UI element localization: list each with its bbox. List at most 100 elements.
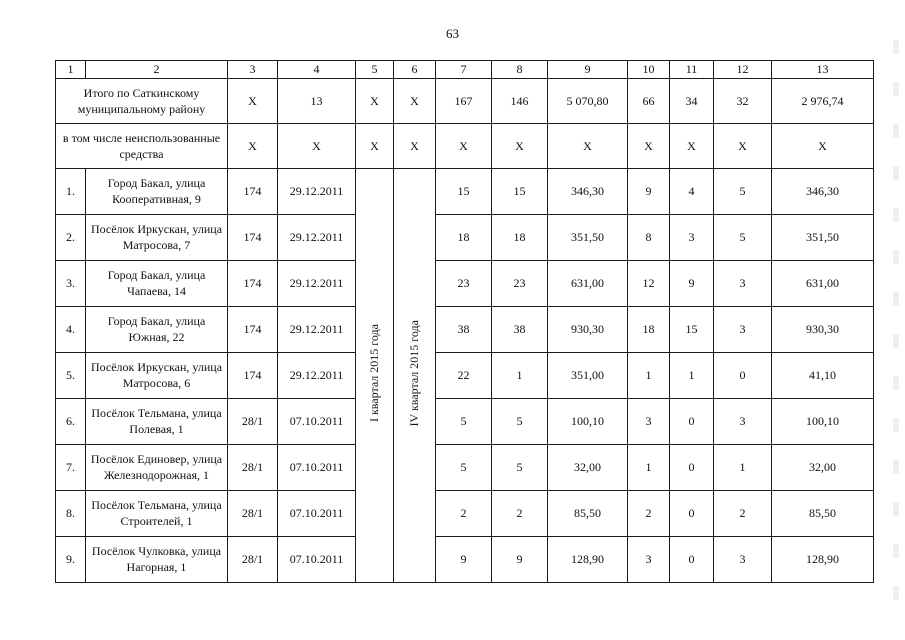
col9-cell: 351,50 bbox=[547, 214, 628, 261]
col12-cell: 3 bbox=[713, 260, 772, 307]
col7-cell: 5 bbox=[435, 398, 492, 445]
col7-cell: 9 bbox=[435, 536, 492, 583]
column-number: 12 bbox=[713, 60, 772, 79]
col8-cell: 15 bbox=[491, 168, 548, 215]
col11-cell: 9 bbox=[669, 260, 714, 307]
col4-date-cell: 29.12.2011 bbox=[277, 214, 356, 261]
col11-cell: 1 bbox=[669, 352, 714, 399]
table-row: 4. Город Бакал, улица Южная, 22 174 29.1… bbox=[55, 306, 874, 353]
col4-date-cell: 29.12.2011 bbox=[277, 352, 356, 399]
row-number-cell: 1. bbox=[55, 168, 86, 215]
col13-cell: 930,30 bbox=[771, 306, 874, 353]
summary-cell: X bbox=[355, 123, 394, 169]
summary-cell: X bbox=[277, 123, 356, 169]
column-number-row: 1 2 3 4 5 6 7 8 9 10 11 12 13 bbox=[55, 60, 874, 79]
col8-cell: 18 bbox=[491, 214, 548, 261]
col12-cell: 5 bbox=[713, 214, 772, 261]
col13-cell: 100,10 bbox=[771, 398, 874, 445]
page-number: 63 bbox=[446, 26, 459, 41]
col10-cell: 3 bbox=[627, 536, 670, 583]
table-row: 1. Город Бакал, улица Кооперативная, 9 1… bbox=[55, 168, 874, 583]
col9-cell: 32,00 bbox=[547, 444, 628, 491]
address-cell: Посёлок Тельмана, улица Строителей, 1 bbox=[85, 490, 228, 537]
quarter-4-cell: IV квартал 2015 года bbox=[393, 168, 436, 583]
col10-cell: 3 bbox=[627, 398, 670, 445]
summary-total-label: Итого по Саткинскому муниципальному райо… bbox=[55, 78, 228, 124]
col11-cell: 4 bbox=[669, 168, 714, 215]
col11-cell: 0 bbox=[669, 398, 714, 445]
col3-cell: 28/1 bbox=[227, 490, 278, 537]
address-cell: Посёлок Тельмана, улица Полевая, 1 bbox=[85, 398, 228, 445]
col10-cell: 1 bbox=[627, 444, 670, 491]
address-cell: Город Бакал, улица Чапаева, 14 bbox=[85, 260, 228, 307]
summary-cell: 167 bbox=[435, 78, 492, 124]
table-row: 9. Посёлок Чулковка, улица Нагорная, 1 2… bbox=[55, 536, 874, 583]
col8-cell: 5 bbox=[491, 444, 548, 491]
col12-cell: 5 bbox=[713, 168, 772, 215]
column-number: 2 bbox=[85, 60, 228, 79]
col3-cell: 174 bbox=[227, 306, 278, 353]
row-number-cell: 3. bbox=[55, 260, 86, 307]
summary-cell: 5 070,80 bbox=[547, 78, 628, 124]
col4-date-cell: 07.10.2011 bbox=[277, 444, 356, 491]
col13-cell: 631,00 bbox=[771, 260, 874, 307]
col4-date-cell: 07.10.2011 bbox=[277, 536, 356, 583]
address-cell: Город Бакал, улица Южная, 22 bbox=[85, 306, 228, 353]
col12-cell: 3 bbox=[713, 306, 772, 353]
summary-cell: 13 bbox=[277, 78, 356, 124]
summary-cell: 66 bbox=[627, 78, 670, 124]
col11-cell: 0 bbox=[669, 490, 714, 537]
col13-cell: 128,90 bbox=[771, 536, 874, 583]
col12-cell: 3 bbox=[713, 398, 772, 445]
row-number-cell: 2. bbox=[55, 214, 86, 261]
col8-cell: 1 bbox=[491, 352, 548, 399]
table-row: 2. Посёлок Иркускан, улица Матросова, 7 … bbox=[55, 214, 874, 261]
table-row: 5. Посёлок Иркускан, улица Матросова, 6 … bbox=[55, 352, 874, 399]
address-cell: Посёлок Чулковка, улица Нагорная, 1 bbox=[85, 536, 228, 583]
col3-cell: 28/1 bbox=[227, 536, 278, 583]
col12-cell: 3 bbox=[713, 536, 772, 583]
col3-cell: 174 bbox=[227, 260, 278, 307]
col8-cell: 38 bbox=[491, 306, 548, 353]
col4-date-cell: 29.12.2011 bbox=[277, 306, 356, 353]
row-number-cell: 6. bbox=[55, 398, 86, 445]
col9-cell: 128,90 bbox=[547, 536, 628, 583]
col3-cell: 28/1 bbox=[227, 398, 278, 445]
col13-cell: 346,30 bbox=[771, 168, 874, 215]
summary-cell: 146 bbox=[491, 78, 548, 124]
column-number: 3 bbox=[227, 60, 278, 79]
column-number: 9 bbox=[547, 60, 628, 79]
column-number: 11 bbox=[669, 60, 714, 79]
col11-cell: 0 bbox=[669, 444, 714, 491]
address-cell: Посёлок Иркускан, улица Матросова, 7 bbox=[85, 214, 228, 261]
col8-cell: 23 bbox=[491, 260, 548, 307]
col10-cell: 8 bbox=[627, 214, 670, 261]
col3-cell: 174 bbox=[227, 168, 278, 215]
quarter-4-label: IV квартал 2015 года bbox=[407, 320, 421, 427]
col13-cell: 85,50 bbox=[771, 490, 874, 537]
col9-cell: 346,30 bbox=[547, 168, 628, 215]
col7-cell: 18 bbox=[435, 214, 492, 261]
row-number-cell: 7. bbox=[55, 444, 86, 491]
summary-cell: X bbox=[547, 123, 628, 169]
summary-cell: X bbox=[355, 78, 394, 124]
table-body: 1 2 3 4 5 6 7 8 9 10 11 12 13 Итого по С… bbox=[55, 60, 874, 583]
summary-cell: X bbox=[227, 123, 278, 169]
row-number-cell: 4. bbox=[55, 306, 86, 353]
col10-cell: 1 bbox=[627, 352, 670, 399]
row-number-cell: 5. bbox=[55, 352, 86, 399]
col11-cell: 0 bbox=[669, 536, 714, 583]
col4-date-cell: 29.12.2011 bbox=[277, 168, 356, 215]
col10-cell: 9 bbox=[627, 168, 670, 215]
report-table: 1 2 3 4 5 6 7 8 9 10 11 12 13 Итого по С… bbox=[55, 60, 874, 583]
col9-cell: 631,00 bbox=[547, 260, 628, 307]
col3-cell: 174 bbox=[227, 352, 278, 399]
column-number: 13 bbox=[771, 60, 874, 79]
summary-unused-label: в том числе неиспользованные средства bbox=[55, 123, 228, 169]
col9-cell: 85,50 bbox=[547, 490, 628, 537]
summary-cell: X bbox=[393, 78, 436, 124]
summary-row-unused: в том числе неиспользованные средства X … bbox=[55, 123, 874, 169]
col8-cell: 5 bbox=[491, 398, 548, 445]
col9-cell: 351,00 bbox=[547, 352, 628, 399]
col8-cell: 9 bbox=[491, 536, 548, 583]
